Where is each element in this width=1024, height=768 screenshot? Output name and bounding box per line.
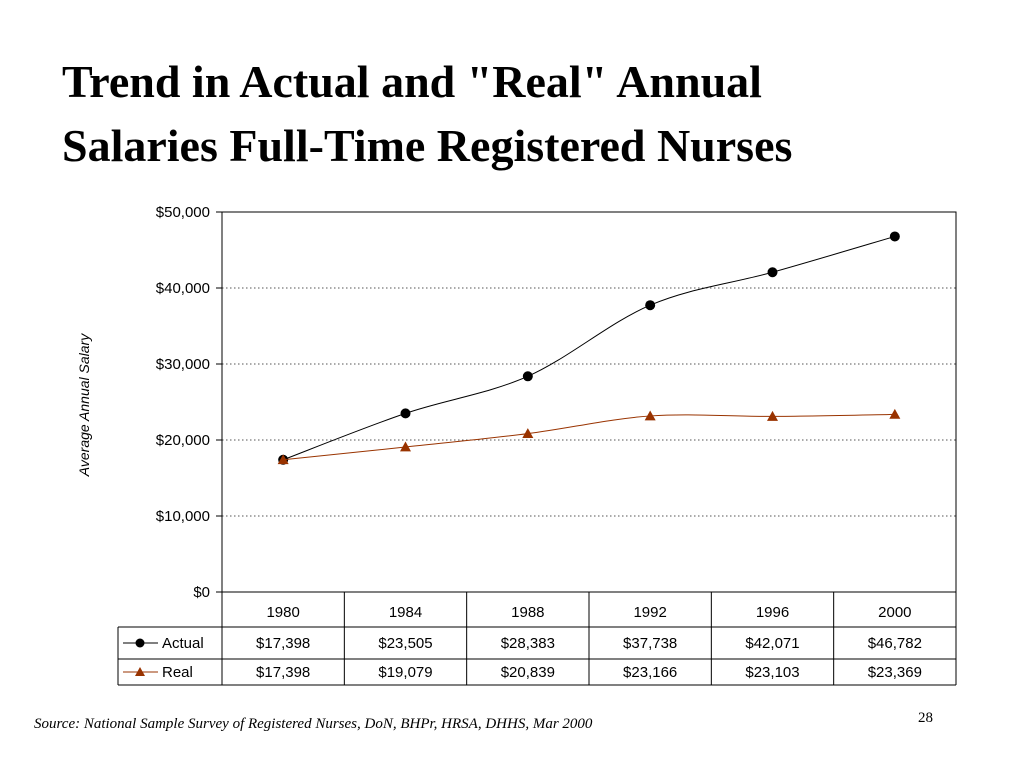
page-number: 28 [918,710,933,726]
actual-legend-label: Actual [162,635,204,652]
y-tick-label: $30,000 [156,356,210,373]
real-data-point [400,441,411,452]
real-legend-label: Real [162,664,193,681]
plot-area [221,211,957,593]
y-tick-label: $50,000 [156,204,210,221]
real-table-value: $20,839 [501,664,555,681]
actual-data-point [889,231,900,242]
actual-table-value: $23,505 [378,635,432,652]
real-data-point [277,454,289,465]
actual-legend-marker [135,638,145,648]
real-table-value: $19,079 [378,664,432,681]
y-axis-label: Average Annual Salary [76,333,92,477]
x-category-label: 2000 [878,604,911,621]
actual-data-point [645,300,656,311]
title-line-2: Salaries Full-Time Registered Nurses [62,120,793,171]
real-series-line [283,413,895,461]
real-table-value: $23,369 [868,664,922,681]
y-tick-label: $20,000 [156,432,210,449]
real-data-point [644,410,656,421]
slide-title: Trend in Actual and "Real" Annual Salari… [62,50,1002,178]
y-tick-label: $10,000 [156,508,210,525]
y-tick-label: $40,000 [156,280,210,297]
actual-data-point [400,408,411,419]
actual-table-value: $46,782 [868,635,922,652]
x-category-label: 1980 [266,604,299,621]
real-data-point [889,408,901,419]
real-data-point [522,428,534,439]
actual-data-point [767,267,778,278]
actual-series-line [282,235,895,461]
real-table-value: $23,103 [745,664,799,681]
actual-table-value: $28,383 [501,635,555,652]
real-legend-marker [135,667,145,676]
actual-table-value: $17,398 [256,635,310,652]
real-table-value: $23,166 [623,664,677,681]
actual-table-value: $37,738 [623,635,677,652]
real-data-point [767,410,778,421]
x-category-label: 1992 [633,604,666,621]
real-table-value: $17,398 [256,664,310,681]
x-category-label: 1984 [389,604,422,621]
x-category-label: 1988 [511,604,544,621]
actual-table-value: $42,071 [745,635,799,652]
y-tick-label: $0 [193,584,210,601]
actual-data-point [522,371,533,382]
title-line-1: Trend in Actual and "Real" Annual [62,56,762,107]
x-category-label: 1996 [756,604,789,621]
source-note: Source: National Sample Survey of Regist… [34,716,593,732]
